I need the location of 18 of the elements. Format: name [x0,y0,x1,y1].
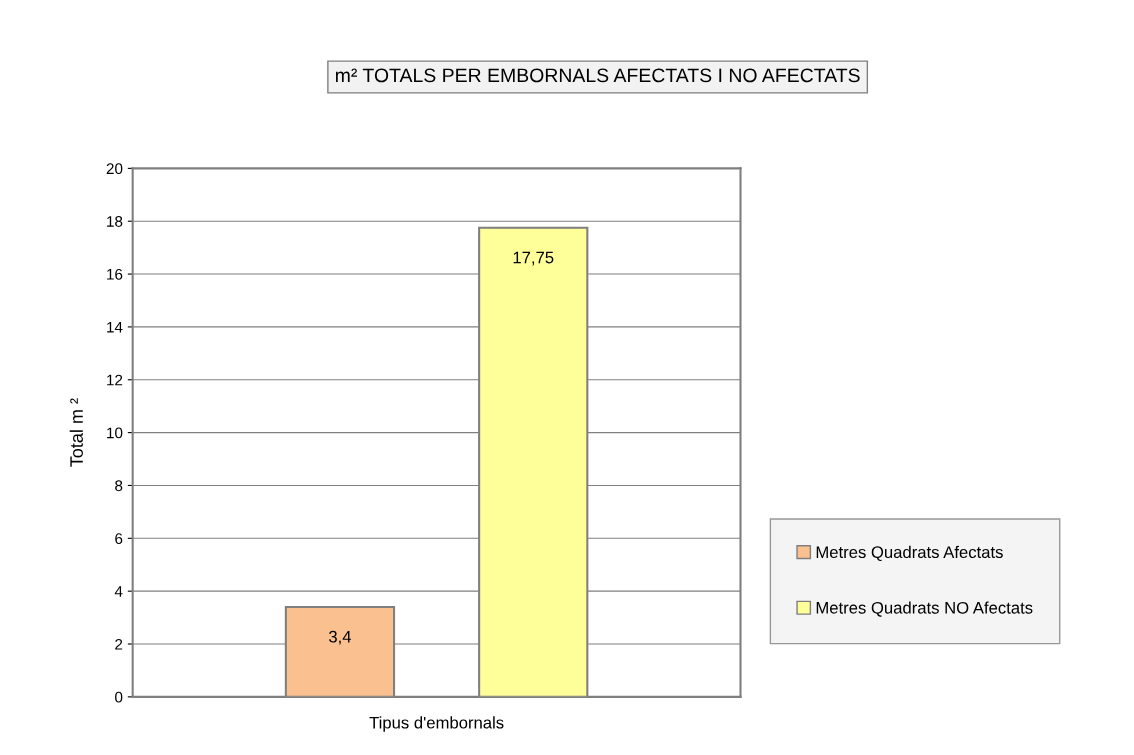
y-tick-label: 18 [107,216,123,227]
y-tick-label: 12 [107,374,123,386]
legend-label: Metres Quadrats Afectats [816,545,1003,562]
y-tick-label: 2 [115,638,123,650]
y-tick-label: 6 [115,533,123,544]
y-tick-label: 14 [107,321,123,333]
y-axis-title: Total m ² [69,398,83,467]
y-tick-label: 8 [115,480,123,492]
y-tick-label: 4 [114,586,123,597]
legend-label: Metres Quadrats NO Afectats [816,601,1033,617]
data-label: 17,75 [513,251,554,266]
data-label: 3,4 [329,630,352,645]
y-tick-label: 20 [106,163,123,175]
y-tick-label: 16 [107,268,123,280]
chart-title: m² TOTALS PER EMBORNALS AFECTATS I NO AFECTATS [335,68,860,83]
x-tick-label: Tipus d'embornals [369,716,504,732]
y-tick-label: 0 [115,691,123,703]
y-tick-label: 10 [107,427,123,439]
